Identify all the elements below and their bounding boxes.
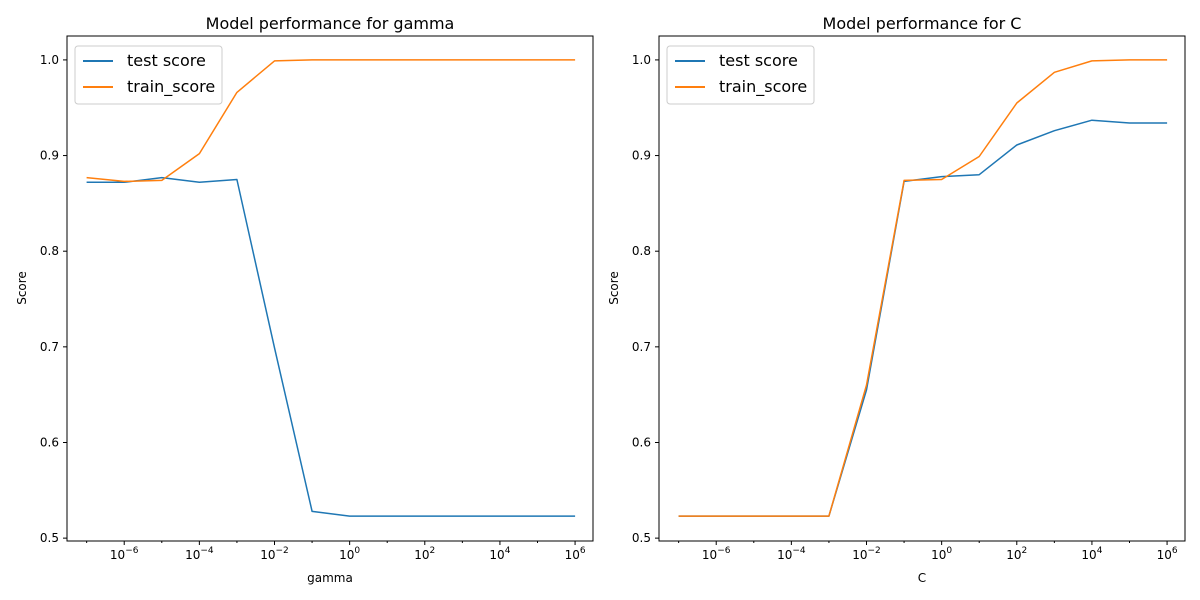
x-tick-label: 106: [1157, 546, 1178, 562]
x-tick-label-exponent: 2: [430, 546, 436, 556]
chart-title: Model performance for C: [823, 14, 1022, 33]
x-tick-label: 104: [1081, 546, 1102, 562]
y-tick-label: 0.9: [632, 149, 651, 163]
x-tick-label-exponent: −6: [717, 546, 731, 556]
x-tick-label-exponent: 6: [1172, 546, 1178, 556]
x-tick-label-exponent: −4: [200, 546, 214, 556]
x-tick-label: 106: [565, 546, 586, 562]
x-tick-label-base: 10: [931, 548, 946, 562]
series-lines: [678, 59, 1168, 517]
x-tick-label: 10−6: [110, 546, 139, 562]
y-tick-label: 0.8: [40, 244, 59, 258]
chart-title: Model performance for gamma: [206, 14, 455, 33]
x-tick-label-exponent: 6: [580, 546, 586, 556]
legend: test score train_score: [74, 45, 223, 105]
y-tick-label: 0.7: [40, 340, 59, 354]
x-tick-label: 104: [489, 546, 510, 562]
y-tick-label: 1.0: [632, 53, 651, 67]
x-tick-label-exponent: −4: [792, 546, 806, 556]
x-tick-label-exponent: 4: [505, 546, 511, 556]
x-tick-label-base: 10: [1157, 548, 1172, 562]
legend: test score train_score: [666, 45, 815, 105]
x-tick-label-exponent: 4: [1097, 546, 1103, 556]
x-tick-label-base: 10: [702, 548, 717, 562]
x-tick-label: 10−2: [260, 546, 289, 562]
y-tick-label: 1.0: [40, 53, 59, 67]
y-tick-label: 0.6: [40, 435, 59, 449]
series-line-test-score: [86, 176, 576, 517]
x-tick-label-exponent: 0: [354, 546, 360, 556]
y-tick-label: 0.9: [40, 149, 59, 163]
axis-ticks: 10−6 10−4 10−2 100 102 104 1060.50.60.70.80.91…: [40, 53, 586, 562]
legend-label: train_score: [719, 77, 807, 97]
x-axis-label: C: [918, 571, 926, 585]
x-tick-label-base: 10: [1081, 548, 1096, 562]
y-axis-label: Score: [607, 271, 621, 305]
y-tick-label: 0.5: [40, 531, 59, 545]
x-tick-label: 102: [1006, 546, 1027, 562]
x-tick-label: 10−4: [185, 546, 214, 562]
x-tick-label: 100: [339, 546, 360, 562]
y-tick-label: 0.8: [632, 244, 651, 258]
axis-ticks: 10−6 10−4 10−2 100 102 104 1060.50.60.70.80.91…: [632, 53, 1178, 562]
x-tick-label-exponent: −2: [868, 546, 881, 556]
chart-gamma: Model performance for gamma gamma Score …: [15, 14, 594, 585]
axes-frame: [658, 35, 1186, 542]
axes-frame: [66, 35, 594, 542]
x-tick-label-exponent: −6: [125, 546, 139, 556]
x-tick-label-base: 10: [777, 548, 792, 562]
x-tick-label-base: 10: [565, 548, 580, 562]
y-tick-label: 0.5: [632, 531, 651, 545]
x-tick-label-base: 10: [260, 548, 275, 562]
x-tick-label-base: 10: [852, 548, 867, 562]
series-lines: [86, 59, 576, 517]
series-line-train-score: [86, 59, 576, 183]
x-tick-label: 10−2: [852, 546, 881, 562]
x-axis-label: gamma: [307, 571, 353, 585]
x-tick-label-base: 10: [110, 548, 125, 562]
legend-label: test score: [127, 51, 206, 70]
x-tick-label-exponent: −2: [276, 546, 289, 556]
x-tick-label: 100: [931, 546, 952, 562]
y-tick-label: 0.7: [632, 340, 651, 354]
chart-c: Model performance for C C Score 10−6 10−4…: [607, 14, 1186, 585]
x-tick-label-base: 10: [185, 548, 200, 562]
x-tick-label-exponent: 2: [1022, 546, 1028, 556]
y-axis-label: Score: [15, 271, 29, 305]
x-tick-label-exponent: 0: [946, 546, 952, 556]
x-tick-label-base: 10: [339, 548, 354, 562]
x-tick-label: 102: [414, 546, 435, 562]
x-tick-label: 10−4: [777, 546, 806, 562]
x-tick-label: 10−6: [702, 546, 731, 562]
legend-label: train_score: [127, 77, 215, 97]
series-line-train-score: [678, 59, 1168, 517]
x-tick-label-base: 10: [414, 548, 429, 562]
legend-label: test score: [719, 51, 798, 70]
x-tick-label-base: 10: [489, 548, 504, 562]
y-tick-label: 0.6: [632, 435, 651, 449]
x-tick-label-base: 10: [1006, 548, 1021, 562]
